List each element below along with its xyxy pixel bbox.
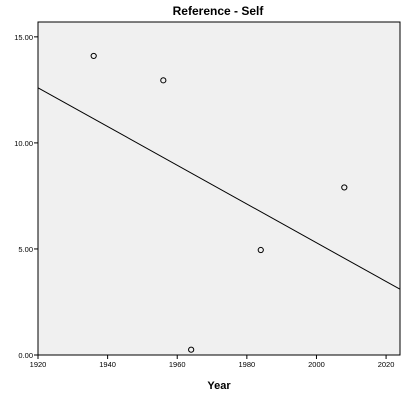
x-tick-label: 2000 xyxy=(308,360,325,369)
x-tick-label: 1920 xyxy=(30,360,47,369)
data-points xyxy=(90,52,348,353)
y-tick-label: 10.00 xyxy=(14,139,33,148)
data-point xyxy=(90,52,97,60)
y-tick-label: 0.00 xyxy=(18,351,33,360)
fit-line xyxy=(37,87,401,290)
chart-title: Reference - Self xyxy=(173,4,265,18)
x-tick-label: 1960 xyxy=(169,360,186,369)
data-point xyxy=(188,346,195,353)
y-tick-label: 5.00 xyxy=(18,245,33,254)
data-point xyxy=(341,184,348,191)
x-tick-label: 1980 xyxy=(239,360,256,369)
y-axis: 0.00 5.00 10.00 15.00 xyxy=(14,33,38,360)
x-tick-label: 1940 xyxy=(99,360,116,369)
data-point xyxy=(257,246,264,254)
x-axis: 1920 1940 1960 1980 2000 2020 xyxy=(30,355,395,369)
data-point xyxy=(160,77,167,84)
y-tick-label: 15.00 xyxy=(14,33,33,42)
x-tick-label: 2020 xyxy=(378,360,395,369)
x-axis-label: Year xyxy=(207,380,231,392)
